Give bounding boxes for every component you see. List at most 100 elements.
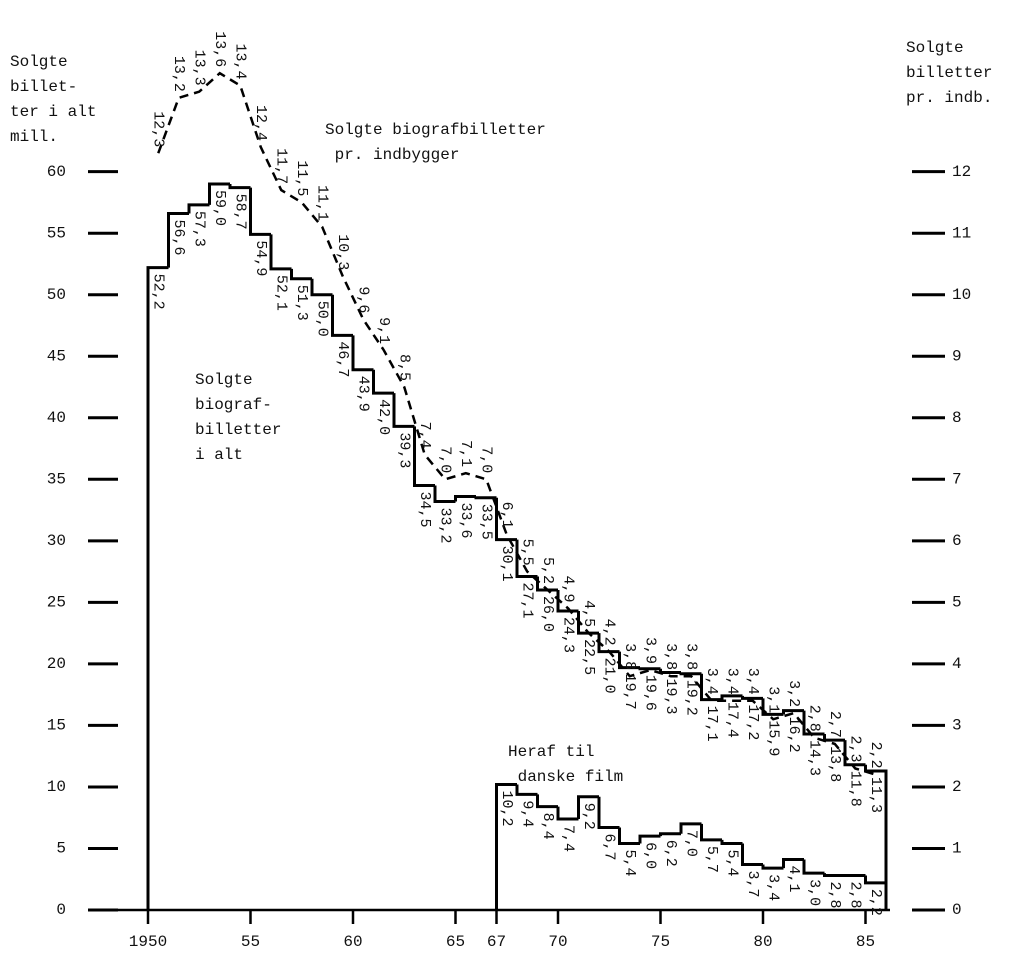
y2-tick-label: 8: [952, 409, 962, 427]
data-label: 7,4: [416, 422, 433, 449]
x-tick-label: 65: [446, 933, 465, 951]
y-axis-label: ter i alt: [10, 103, 96, 121]
data-label: 13,2: [170, 56, 187, 92]
data-label: 42,0: [375, 399, 392, 435]
data-label: 3,8: [662, 643, 679, 670]
data-label: 19,3: [662, 679, 679, 715]
data-label: 2,8: [826, 882, 843, 909]
data-label: 13,3: [190, 50, 207, 86]
y2-tick-label: 10: [952, 286, 971, 304]
data-label: 59,0: [211, 190, 228, 226]
step: [310, 278, 333, 297]
step: [843, 740, 866, 767]
data-label: 3,8: [682, 643, 699, 670]
step: [638, 834, 661, 844]
step: [474, 496, 497, 500]
y-tick-label: 15: [47, 717, 66, 735]
data-label: 6,7: [600, 834, 617, 861]
step: [331, 294, 353, 337]
annotation: danske film: [508, 768, 623, 786]
data-label: 57,3: [190, 211, 207, 247]
data-label: 7,4: [559, 825, 576, 852]
x-tick-label: 70: [548, 933, 567, 951]
step: [741, 843, 763, 866]
data-label: 33,2: [436, 507, 453, 543]
y2-axis-label: pr. indb.: [906, 89, 992, 107]
data-label: 3,1: [764, 686, 781, 713]
x-tick-label: 80: [753, 933, 772, 951]
annotation: biograf-: [195, 396, 272, 414]
y-axis-label: Solgte: [10, 53, 68, 71]
data-label: 12,4: [252, 105, 269, 141]
annotation: Heraf til: [508, 743, 594, 761]
data-label: 9,1: [375, 317, 392, 344]
data-label: 33,6: [457, 503, 474, 539]
data-label: 5,5: [518, 539, 535, 566]
data-label: 19,7: [621, 674, 638, 710]
step: [823, 873, 845, 878]
y-tick-label: 35: [47, 471, 66, 489]
data-label: 10,2: [498, 790, 515, 826]
data-label: 2,2: [867, 889, 884, 916]
data-label: 58,7: [231, 194, 248, 230]
data-label: 24,3: [559, 617, 576, 653]
data-label: 2,8: [805, 705, 822, 732]
step: [269, 234, 292, 271]
step: [577, 795, 599, 819]
step: [597, 796, 620, 830]
data-label: 13,8: [826, 746, 843, 782]
data-label: 2,3: [846, 735, 863, 762]
annotation: pr. indbygger: [325, 146, 459, 164]
data-label: 21,0: [600, 658, 617, 694]
data-label: 8,4: [539, 813, 556, 840]
data-label: 7,0: [477, 446, 494, 473]
data-label: 13,6: [211, 31, 228, 67]
step: [618, 651, 640, 670]
y2-tick-label: 5: [952, 594, 962, 612]
y2-axis-label: billetter: [906, 64, 992, 82]
y-tick-label: 55: [47, 224, 66, 242]
step: [700, 673, 722, 702]
data-label: 17,4: [723, 702, 740, 738]
data-label: 4,1: [785, 866, 802, 893]
data-label: 27,1: [518, 583, 535, 619]
step: [597, 633, 620, 654]
y2-tick-label: 0: [952, 901, 962, 919]
data-label: 7,0: [682, 830, 699, 857]
y-tick-label: 25: [47, 594, 66, 612]
y-tick-label: 60: [47, 163, 66, 181]
step: [802, 710, 825, 736]
data-label: 2,8: [846, 882, 863, 909]
step: [536, 794, 558, 809]
x-tick-label: 75: [651, 933, 670, 951]
data-label: 11,5: [293, 160, 310, 196]
data-label: 3,4: [723, 668, 740, 695]
step: [433, 485, 456, 503]
data-label: 6,0: [641, 842, 658, 869]
data-label: 17,2: [744, 704, 761, 740]
y-tick-label: 50: [47, 286, 66, 304]
data-label: 19,6: [641, 675, 658, 711]
data-label: 5,2: [539, 557, 556, 584]
step: [392, 393, 415, 428]
y2-tick-label: 1: [952, 840, 962, 858]
y2-tick-label: 4: [952, 655, 962, 673]
data-label: 46,7: [334, 341, 351, 377]
data-label: 6,2: [662, 840, 679, 867]
data-label: 4,2: [600, 619, 617, 646]
step: [802, 859, 825, 875]
data-label: 13,4: [231, 44, 248, 80]
annotation: Solgte biografbilletter: [325, 121, 546, 139]
data-label: 8,5: [395, 354, 412, 381]
x-tick-label: 85: [856, 933, 875, 951]
step: [782, 709, 804, 715]
data-label: 5,4: [621, 850, 638, 877]
data-label: 56,6: [170, 220, 187, 256]
step: [249, 187, 271, 236]
data-label: 11,7: [272, 148, 289, 184]
y2-tick-label: 11: [952, 224, 971, 242]
y-axis-label: mill.: [10, 128, 58, 146]
step: [864, 764, 888, 910]
y-tick-label: 0: [56, 901, 66, 919]
step: [167, 212, 189, 268]
